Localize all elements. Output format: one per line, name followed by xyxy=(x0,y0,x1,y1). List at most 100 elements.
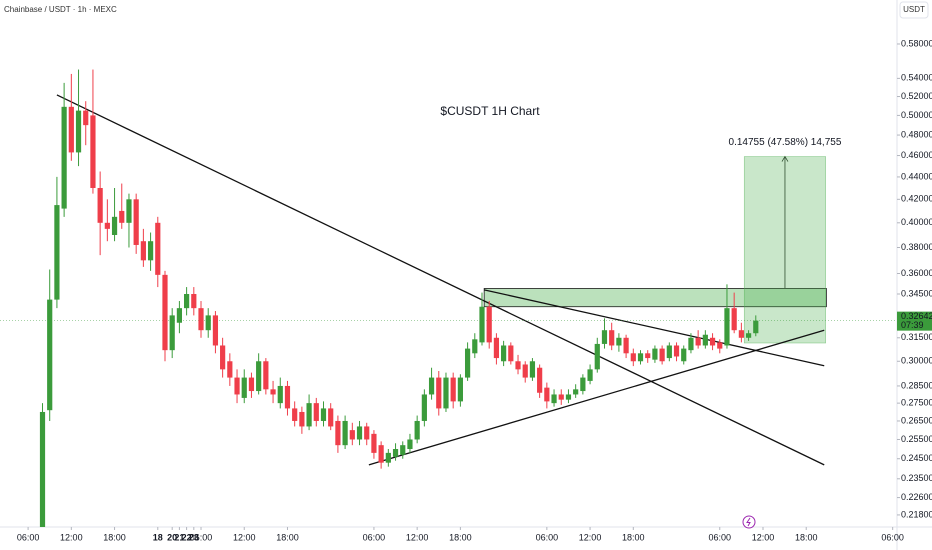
candle-body xyxy=(645,353,651,359)
candle-body xyxy=(299,411,305,427)
x-tick-label: 12:00 xyxy=(233,532,256,542)
candle-body xyxy=(320,408,327,421)
candle-body xyxy=(277,385,283,404)
y-tick-label: 0.30000 xyxy=(901,356,932,366)
candle-body xyxy=(313,403,319,421)
candle-body xyxy=(486,306,492,343)
y-tick-label: 0.52000 xyxy=(901,91,932,101)
y-tick-label: 0.46000 xyxy=(901,150,932,160)
y-tick-label: 0.40000 xyxy=(901,217,932,227)
candle-body xyxy=(573,389,579,395)
candle-body xyxy=(284,385,291,409)
candle-body xyxy=(111,216,118,235)
candle-body xyxy=(681,348,687,362)
candle-body xyxy=(349,430,355,440)
candle-body xyxy=(688,337,694,351)
candle-body xyxy=(709,337,716,346)
x-tick-label: 12:00 xyxy=(579,532,602,542)
candle-body xyxy=(738,330,744,338)
candle-body xyxy=(673,345,680,357)
candle-body xyxy=(256,361,262,392)
last-price-label: 0.32642 xyxy=(901,311,932,321)
candle-body xyxy=(205,315,211,331)
candle-body xyxy=(565,394,572,400)
candle-body xyxy=(147,241,154,261)
candle-body xyxy=(212,315,219,346)
x-tick-label: 06:00 xyxy=(17,532,40,542)
candle-body xyxy=(83,110,89,126)
y-tick-label: 0.24500 xyxy=(901,453,932,463)
candle-body xyxy=(356,426,363,440)
candle-body xyxy=(176,308,182,323)
candle-body xyxy=(133,199,139,245)
x-tick-label: 12:00 xyxy=(406,532,429,542)
x-tick-label: 12:00 xyxy=(60,532,83,542)
y-tick-label: 0.22600 xyxy=(901,492,932,502)
currency-label: USDT xyxy=(903,5,925,14)
candle-body xyxy=(407,439,413,450)
x-tick-label: 18:00 xyxy=(622,532,645,542)
y-tick-label: 0.23500 xyxy=(901,473,932,483)
candle-body xyxy=(515,361,521,370)
candle-body xyxy=(155,222,161,275)
y-tick-label: 0.42000 xyxy=(901,194,932,204)
candle-body xyxy=(421,394,427,421)
x-tick-label: 18:00 xyxy=(795,532,818,542)
symbol-header: Chainbase / USDT · 1h · MEXC xyxy=(4,5,117,14)
candle-body xyxy=(551,394,557,404)
candle-body xyxy=(328,408,334,427)
candle-body xyxy=(342,420,348,446)
trendline xyxy=(56,94,825,466)
candle-body xyxy=(191,293,197,309)
candle-body xyxy=(457,377,463,402)
x-tick-label: 23 xyxy=(189,532,199,542)
x-tick-label: 06:00 xyxy=(536,532,559,542)
candle-body xyxy=(378,445,384,463)
x-tick-label: 18 xyxy=(153,532,163,542)
candle-body xyxy=(529,361,536,378)
candle-body xyxy=(90,115,96,189)
y-tick-label: 0.54000 xyxy=(901,73,932,83)
target-label: 0.14755 (47.58%) 14,755 xyxy=(729,137,842,148)
candle-body xyxy=(54,205,60,300)
candle-body xyxy=(544,387,550,402)
candle-body xyxy=(652,348,658,360)
candle-body xyxy=(227,361,233,378)
candle-body xyxy=(75,110,82,153)
candle-body xyxy=(753,320,759,334)
candle-body xyxy=(428,377,435,395)
currency-box[interactable] xyxy=(899,1,929,19)
y-tick-label: 0.28500 xyxy=(901,380,932,390)
candle-body xyxy=(501,345,507,362)
candle-body xyxy=(220,345,226,370)
plot-area xyxy=(0,69,897,527)
y-tick-label: 0.21800 xyxy=(901,509,932,519)
candle-body xyxy=(68,106,74,153)
candle-body xyxy=(306,403,312,427)
candle-body xyxy=(609,330,615,346)
candle-body xyxy=(335,420,341,446)
candle-body xyxy=(464,348,471,378)
x-tick-label: 18:00 xyxy=(276,532,299,542)
candle-body xyxy=(616,337,622,346)
y-tick-label: 0.31500 xyxy=(901,332,932,342)
candle-body xyxy=(162,274,168,351)
y-tick-label: 0.44000 xyxy=(901,171,932,181)
y-tick-label: 0.25500 xyxy=(901,434,932,444)
candle-body xyxy=(248,377,255,392)
event-bolt xyxy=(746,517,751,527)
candle-body xyxy=(392,449,399,457)
candle-body xyxy=(587,369,593,381)
y-tick-label: 0.58000 xyxy=(901,38,932,48)
x-tick-label: 12:00 xyxy=(752,532,775,542)
y-tick-label: 0.27500 xyxy=(901,398,932,408)
candle-body xyxy=(61,106,67,209)
candle-body xyxy=(522,364,528,378)
last-price-box xyxy=(897,311,932,331)
candle-body xyxy=(717,342,723,349)
x-tick-label: 06:00 xyxy=(881,532,904,542)
candle-body xyxy=(666,345,672,359)
candle-body xyxy=(594,343,600,370)
candle-body xyxy=(601,330,608,344)
candle-body xyxy=(385,452,391,463)
